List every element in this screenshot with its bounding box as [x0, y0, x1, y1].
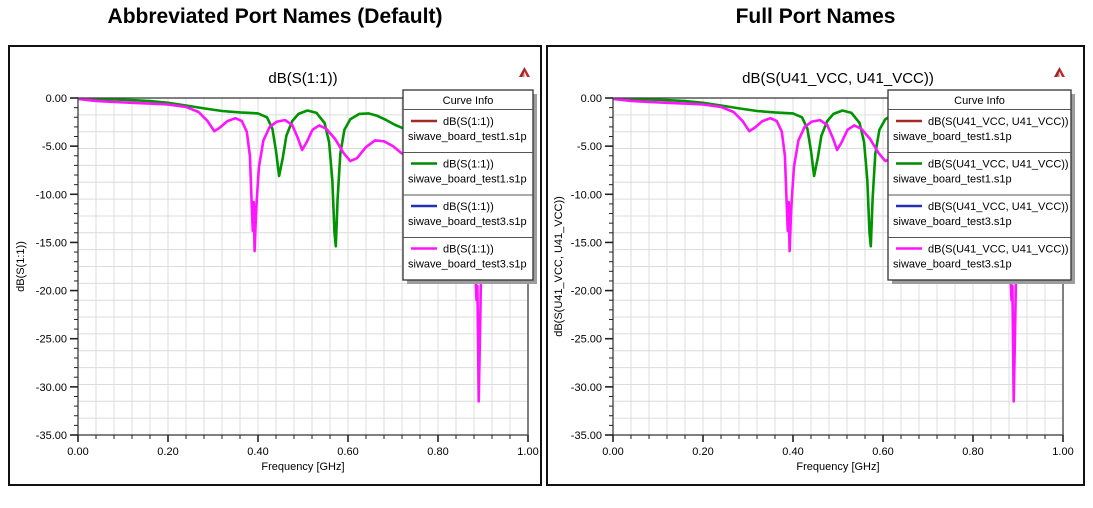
- axis-ticks: [605, 97, 1064, 442]
- x-axis-title: Frequency [GHz]: [796, 461, 879, 473]
- y-tick-label: 0.00: [581, 93, 602, 105]
- legend: Curve Info dB(S(U41_VCC, U41_VCC)) siwave_…: [887, 89, 1075, 284]
- x-tick-label: 0.20: [692, 446, 713, 458]
- heading-abbreviated-port-names: Abbreviated Port Names (Default): [107, 5, 443, 28]
- chart-title: dB(S(U41_VCC, U41_VCC)): [742, 70, 934, 87]
- legend: Curve Info dB(S(1:1)) siwave_board_test1.s…: [402, 89, 537, 284]
- y-tick-label: -25.00: [571, 334, 602, 346]
- legend-entry-file: siwave_board_test3.s1p: [893, 259, 1012, 271]
- y-tick-label: -20.00: [36, 286, 67, 298]
- legend-entry-file: siwave_board_test1.s1p: [408, 131, 527, 143]
- legend-entry-file: siwave_board_test1.s1p: [893, 174, 1012, 186]
- legend-entry-file: siwave_board_test1.s1p: [893, 131, 1012, 143]
- y-tick-label: -5.00: [42, 141, 67, 153]
- legend-entry-label: dB(S(U41_VCC, U41_VCC)): [928, 201, 1069, 213]
- x-tick-label: 0.00: [602, 446, 623, 458]
- legend-entry: dB(S(U41_VCC, U41_VCC)) siwave_board_test…: [893, 244, 1069, 271]
- legend-entry-label: dB(S(U41_VCC, U41_VCC)): [928, 159, 1069, 171]
- x-tick-label: 0.60: [337, 446, 358, 458]
- x-tick-label: 0.40: [782, 446, 803, 458]
- y-axis-title: dB(S(1:1)): [15, 241, 27, 292]
- legend-entry: dB(S(U41_VCC, U41_VCC)) siwave_board_test…: [888, 201, 1071, 238]
- y-tick-labels: 0.00 -5.00 -10.00 -15.00 -20.00 -25.00 -30.00 -…: [36, 93, 67, 442]
- axis-ticks: [70, 97, 529, 442]
- legend-entry-file: siwave_board_test3.s1p: [408, 216, 527, 228]
- x-tick-label: 0.80: [427, 446, 448, 458]
- legend-entry: dB(S(1:1)) siwave_board_test1.s1p: [403, 159, 533, 196]
- legend-entry-label: dB(S(1:1)): [443, 244, 494, 256]
- legend-entry-file: siwave_board_test3.s1p: [893, 216, 1012, 228]
- x-tick-labels: 0.00 0.20 0.40 0.60 0.80 1.00: [602, 446, 1073, 458]
- ansys-triangle-icon: [519, 67, 530, 77]
- x-tick-label: 0.60: [872, 446, 893, 458]
- y-tick-label: -5.00: [577, 141, 602, 153]
- y-tick-label: -30.00: [571, 382, 602, 394]
- x-tick-label: 0.20: [157, 446, 178, 458]
- y-tick-label: -35.00: [571, 430, 602, 442]
- chart-svg: 0.00 0.20 0.40 0.60 0.80 1.00 0.00 -5.00 -10.00 -…: [8, 45, 542, 486]
- legend-entry-label: dB(S(1:1)): [443, 116, 494, 128]
- legend-title: Curve Info: [443, 95, 494, 107]
- chart-panel-full: 0.00 0.20 0.40 0.60 0.80 1.00 0.00 -5.00 -10.00 -…: [546, 45, 1085, 486]
- legend-entry-label: dB(S(U41_VCC, U41_VCC)): [928, 244, 1069, 256]
- legend-title: Curve Info: [954, 95, 1005, 107]
- y-tick-label: -35.00: [36, 430, 67, 442]
- legend-entry: dB(S(U41_VCC, U41_VCC)) siwave_board_test…: [888, 116, 1071, 153]
- y-tick-label: -30.00: [36, 382, 67, 394]
- y-tick-label: -20.00: [571, 286, 602, 298]
- legend-entry-label: dB(S(U41_VCC, U41_VCC)): [928, 116, 1069, 128]
- chart-title: dB(S(1:1)): [268, 70, 337, 87]
- y-tick-label: -15.00: [571, 237, 602, 249]
- legend-entry: dB(S(U41_VCC, U41_VCC)) siwave_board_test…: [888, 159, 1071, 196]
- legend-entry-label: dB(S(1:1)): [443, 201, 494, 213]
- ansys-triangle-icon: [1054, 67, 1065, 77]
- heading-full-port-names: Full Port Names: [735, 5, 896, 28]
- series-curve-0: [78, 98, 528, 248]
- y-tick-label: -15.00: [36, 237, 67, 249]
- y-axis-title: dB(S(U41_VCC, U41_VCC)): [553, 196, 565, 337]
- x-tick-label: 0.00: [67, 446, 88, 458]
- x-tick-label: 1.00: [1052, 446, 1073, 458]
- legend-entry: dB(S(1:1)) siwave_board_test3.s1p: [403, 201, 533, 238]
- legend-entry-file: siwave_board_test1.s1p: [408, 174, 527, 186]
- legend-entry: dB(S(1:1)) siwave_board_test1.s1p: [403, 116, 533, 153]
- x-axis-title: Frequency [GHz]: [261, 461, 344, 473]
- legend-entry: dB(S(1:1)) siwave_board_test3.s1p: [408, 244, 527, 271]
- y-tick-label: -10.00: [571, 189, 602, 201]
- y-tick-label: -10.00: [36, 189, 67, 201]
- x-tick-labels: 0.00 0.20 0.40 0.60 0.80 1.00: [67, 446, 538, 458]
- chart-panel-abbreviated: 0.00 0.20 0.40 0.60 0.80 1.00 0.00 -5.00 -10.00 -…: [8, 45, 542, 486]
- legend-entry-file: siwave_board_test3.s1p: [408, 259, 527, 271]
- legend-entry-label: dB(S(1:1)): [443, 159, 494, 171]
- y-tick-label: 0.00: [46, 93, 67, 105]
- chart-svg: 0.00 0.20 0.40 0.60 0.80 1.00 0.00 -5.00 -10.00 -…: [546, 45, 1085, 486]
- y-tick-label: -25.00: [36, 334, 67, 346]
- y-tick-labels: 0.00 -5.00 -10.00 -15.00 -20.00 -25.00 -30.00 -…: [571, 93, 602, 442]
- x-tick-label: 0.80: [962, 446, 983, 458]
- x-tick-label: 0.40: [247, 446, 268, 458]
- x-tick-label: 1.00: [517, 446, 538, 458]
